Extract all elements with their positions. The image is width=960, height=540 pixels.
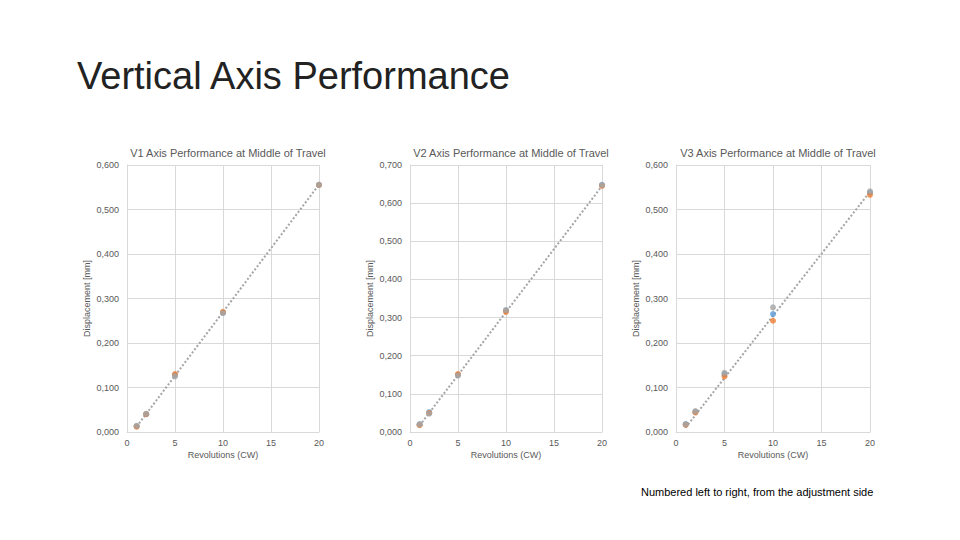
svg-text:Displacement [mm]: Displacement [mm]: [365, 260, 375, 337]
svg-text:15: 15: [266, 438, 276, 448]
svg-text:Displacement [mm]: Displacement [mm]: [82, 260, 92, 337]
svg-text:0,000: 0,000: [379, 427, 402, 437]
svg-text:5: 5: [722, 438, 727, 448]
svg-text:0,100: 0,100: [645, 383, 668, 393]
svg-text:0,700: 0,700: [379, 160, 402, 170]
svg-text:0,500: 0,500: [96, 205, 119, 215]
svg-text:0,200: 0,200: [379, 351, 402, 361]
svg-text:0: 0: [124, 438, 129, 448]
svg-text:0,200: 0,200: [96, 338, 119, 348]
svg-text:0,100: 0,100: [96, 383, 119, 393]
svg-text:0,100: 0,100: [379, 389, 402, 399]
svg-text:15: 15: [816, 438, 826, 448]
svg-text:0,400: 0,400: [379, 274, 402, 284]
svg-text:V2 Axis Performance at Middle: V2 Axis Performance at Middle of Travel: [413, 147, 609, 159]
svg-text:0,600: 0,600: [645, 160, 668, 170]
svg-text:Numbered left to right, from t: Numbered left to right, from the adjustm…: [641, 486, 873, 498]
svg-text:10: 10: [218, 438, 228, 448]
svg-text:0: 0: [407, 438, 412, 448]
svg-text:0,300: 0,300: [379, 313, 402, 323]
svg-text:20: 20: [597, 438, 607, 448]
svg-text:10: 10: [768, 438, 778, 448]
svg-text:0,600: 0,600: [379, 198, 402, 208]
svg-text:Revolutions (CW): Revolutions (CW): [738, 450, 809, 460]
svg-text:0,300: 0,300: [96, 294, 119, 304]
svg-text:0,500: 0,500: [645, 205, 668, 215]
svg-text:V1 Axis Performance at Middle: V1 Axis Performance at Middle of Travel: [130, 147, 326, 159]
svg-text:5: 5: [172, 438, 177, 448]
svg-text:0: 0: [673, 438, 678, 448]
svg-text:0,600: 0,600: [96, 160, 119, 170]
svg-text:10: 10: [501, 438, 511, 448]
svg-text:0,000: 0,000: [96, 427, 119, 437]
svg-text:0,300: 0,300: [645, 294, 668, 304]
svg-text:20: 20: [314, 438, 324, 448]
svg-text:20: 20: [865, 438, 875, 448]
svg-text:0,500: 0,500: [379, 236, 402, 246]
svg-text:15: 15: [549, 438, 559, 448]
svg-text:0,200: 0,200: [645, 338, 668, 348]
svg-text:V3 Axis Performance at Middle: V3 Axis Performance at Middle of Travel: [680, 147, 876, 159]
svg-text:0,000: 0,000: [645, 427, 668, 437]
svg-text:0,400: 0,400: [96, 249, 119, 259]
svg-text:Vertical Axis Performance: Vertical Axis Performance: [77, 55, 510, 97]
svg-text:5: 5: [455, 438, 460, 448]
svg-text:Revolutions (CW): Revolutions (CW): [471, 450, 542, 460]
svg-text:Displacement [mm]: Displacement [mm]: [631, 260, 641, 337]
svg-text:Revolutions (CW): Revolutions (CW): [188, 450, 259, 460]
svg-text:0,400: 0,400: [645, 249, 668, 259]
